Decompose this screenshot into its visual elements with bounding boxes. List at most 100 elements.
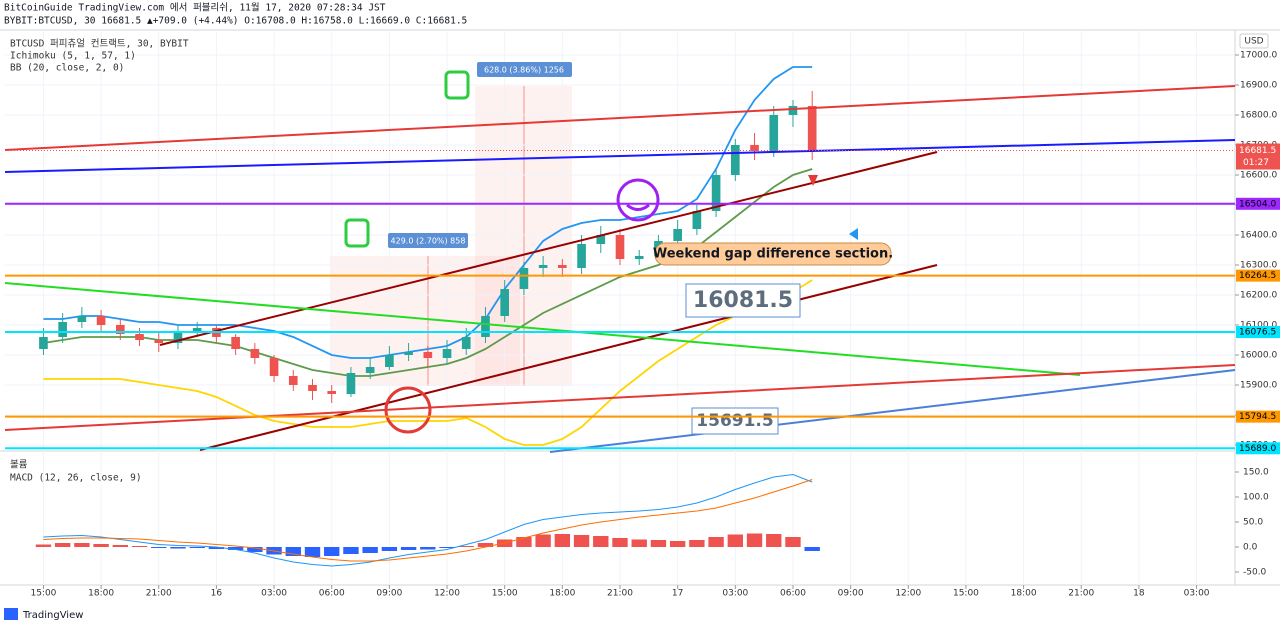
histogram-bar: [208, 547, 225, 549]
candle-body: [519, 267, 529, 289]
candle-body: [558, 264, 567, 268]
y-tick-label: 50.0: [1243, 518, 1263, 528]
y-tick-label: 15900.0: [1240, 380, 1277, 390]
legend: 볼륨: [10, 460, 28, 471]
histogram-bar: [151, 547, 167, 548]
candle-body: [711, 174, 721, 211]
legend: BTCUSD 퍼피츄얼 컨트랙트, 30, BYBIT: [10, 39, 189, 50]
symbol-line: BYBIT:BTCUSD, 30 16681.5 ▲+709.0 (+4.44%…: [4, 16, 467, 27]
emoji-smile: [626, 203, 650, 211]
candle-body: [250, 348, 260, 358]
arrow: [808, 175, 818, 186]
x-tick-label: 18: [1133, 589, 1145, 599]
y-tick-label: 17000.0: [1240, 50, 1277, 60]
x-tick-label: 16: [211, 589, 223, 599]
y-tick-label: 16200.0: [1240, 290, 1277, 300]
histogram-bar: [477, 543, 494, 547]
x-tick-label: 03:00: [722, 589, 748, 599]
candle-body: [442, 348, 452, 358]
histogram-bar: [689, 540, 705, 547]
callout: [654, 242, 892, 266]
publish-line: BitCoinGuide TradingView.com 에서 퍼블리쉬, 11…: [4, 2, 386, 14]
currency: USD: [1244, 37, 1263, 47]
candle-body: [423, 351, 433, 358]
level-label: 16264.5: [1239, 271, 1276, 281]
histogram-bar: [612, 538, 628, 547]
x-tick-label: 15:00: [953, 589, 979, 599]
level-label: 15689.0: [1239, 444, 1276, 454]
histogram-bar: [785, 537, 801, 547]
candle-body: [154, 339, 164, 343]
y-tick-label: 16900.0: [1240, 80, 1277, 90]
histogram-bar: [573, 535, 590, 547]
y-tick-label: 16600.0: [1240, 170, 1277, 180]
histogram-bar: [74, 543, 90, 547]
histogram-bar: [54, 543, 71, 547]
x-tick-label: 15:00: [30, 589, 56, 599]
x-tick-label: 03:00: [1184, 589, 1210, 599]
candle-body: [807, 105, 817, 151]
histogram-bar: [112, 545, 128, 547]
candle-body: [385, 354, 394, 367]
annotations: 628.0 (3.86%) 1256 429.0 (2.70%) 858 Wee…: [388, 62, 893, 435]
candle-body: [231, 336, 240, 349]
histogram-bar: [285, 547, 301, 556]
candle-body: [634, 255, 644, 259]
candle-body: [58, 321, 67, 337]
candle-body: [538, 264, 548, 268]
candle-body: [346, 372, 356, 394]
currency-box: [1239, 33, 1269, 49]
emoji-smile: [616, 178, 660, 222]
histogram-bar: [727, 534, 743, 547]
trend-line: [4, 282, 1081, 376]
histogram-bar: [170, 547, 186, 549]
y-tick-label: 16300.0: [1240, 260, 1277, 270]
candle-body: [327, 390, 337, 394]
x-tick-label: 12:00: [895, 589, 921, 599]
histogram-bar: [804, 547, 820, 551]
x-tick-label: 09:00: [376, 589, 402, 599]
x-tick-label: 03:00: [261, 589, 287, 599]
candle-body: [192, 327, 202, 331]
histogram-bar: [324, 547, 340, 556]
trend-line: [199, 264, 938, 451]
level-label-box: [1236, 442, 1280, 455]
histogram-bar: [458, 546, 474, 547]
histogram-bar: [535, 534, 551, 547]
level-label: 16504.0: [1239, 199, 1276, 209]
brand: TradingView: [22, 610, 83, 621]
logo: [4, 608, 18, 620]
histogram-bar: [35, 544, 52, 547]
level-label-box: [1236, 197, 1280, 210]
histogram-bar: [343, 547, 359, 554]
histogram-bar: [516, 537, 532, 547]
candle-body: [577, 243, 586, 268]
histogram-bar: [766, 534, 782, 547]
last-price-label: 16681.5: [1239, 146, 1276, 156]
callout: [691, 407, 779, 435]
level-label-box: [1236, 326, 1280, 339]
candle-body: [288, 375, 298, 385]
level-label: 16076.5: [1239, 328, 1276, 338]
x-tick-label: 17: [672, 589, 683, 599]
x-tick-label: 21:00: [146, 589, 172, 599]
histogram-bar: [439, 547, 455, 548]
candle-body: [404, 351, 413, 355]
x-tick-label: 21:00: [607, 589, 633, 599]
level-label: 15794.5: [1239, 412, 1276, 422]
signal-line: [43, 479, 813, 562]
y-tick-label: 16800.0: [1240, 110, 1277, 120]
histogram-bar: [131, 546, 148, 547]
histogram-bar: [400, 547, 417, 550]
legend: MACD (12, 26, close, 9): [10, 473, 142, 484]
emoji-face: [384, 386, 432, 434]
histogram-bar: [746, 533, 763, 547]
histogram-bar: [93, 544, 109, 547]
x-tick-label: 21:00: [1068, 589, 1094, 599]
candle-body: [365, 366, 375, 373]
callout-text: 16081.5: [693, 288, 793, 313]
emoji-thumb: [444, 70, 470, 100]
level-label-box: [1236, 269, 1280, 282]
candle-body: [77, 315, 87, 322]
